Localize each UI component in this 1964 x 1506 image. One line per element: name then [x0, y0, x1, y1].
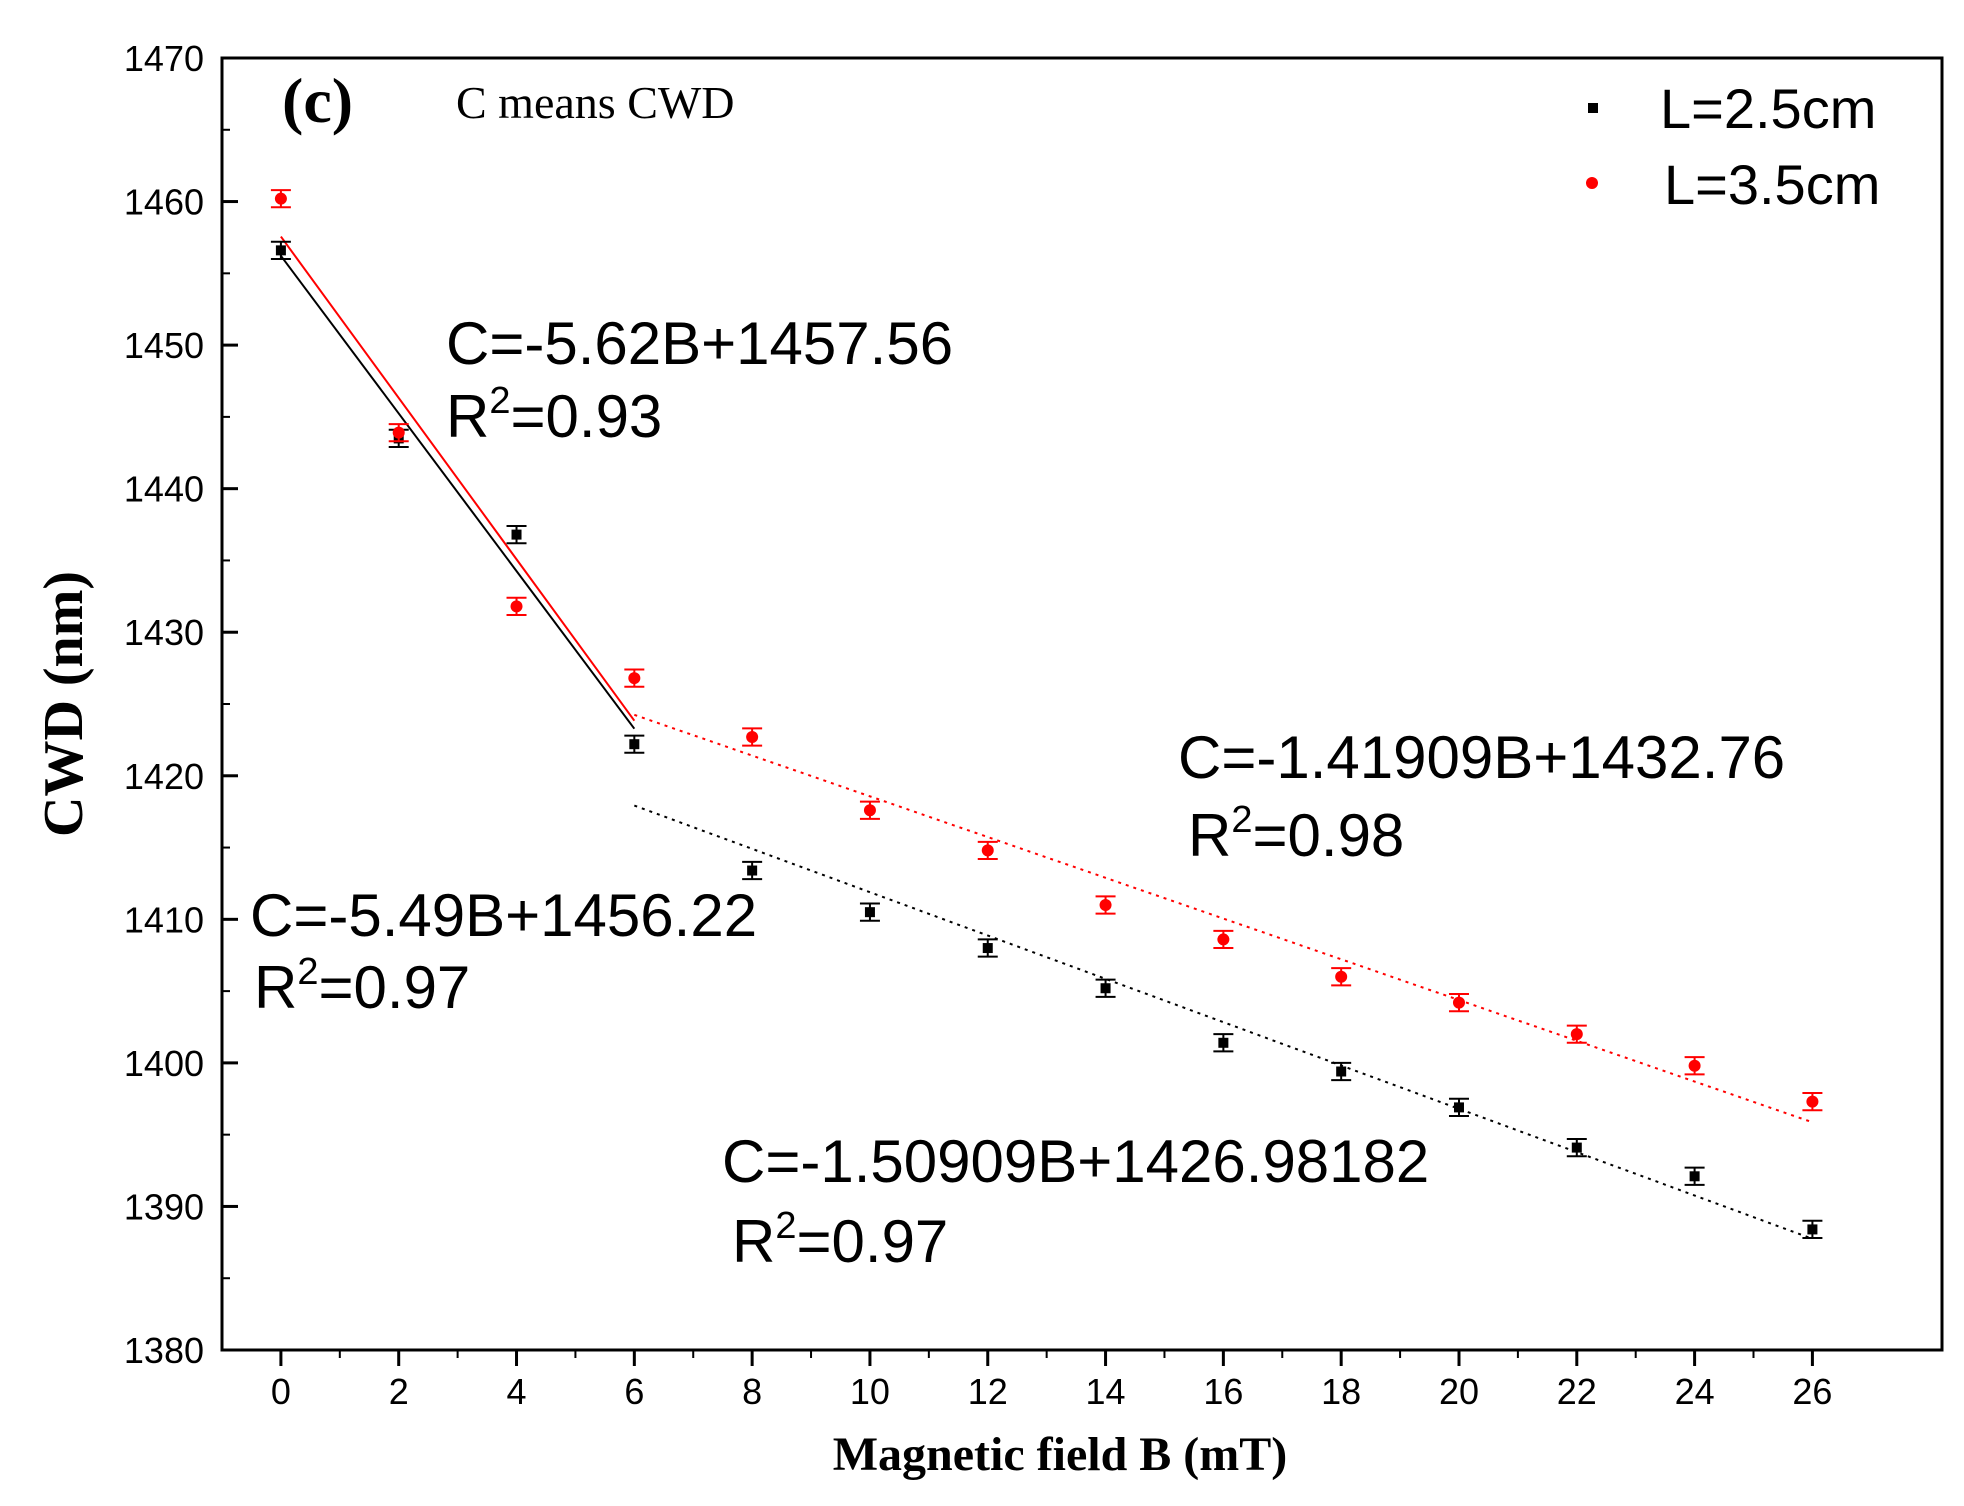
legend-marker-l35 [1586, 177, 1598, 189]
x-tick-label: 10 [850, 1371, 890, 1412]
x-tick-label: 12 [968, 1371, 1008, 1412]
x-tick-label: 22 [1557, 1371, 1597, 1412]
x-tick-label: 6 [624, 1371, 644, 1412]
x-tick-label: 18 [1321, 1371, 1361, 1412]
fit-r2: R2=0.97 [732, 1205, 948, 1275]
data-point [1453, 1102, 1464, 1113]
y-tick-label: 1400 [124, 1043, 204, 1084]
x-tick-label: 8 [742, 1371, 762, 1412]
data-point [1688, 1059, 1701, 1072]
x-tick-label: 26 [1792, 1371, 1832, 1412]
fit-equation: C=-5.49B+1456.22 [250, 882, 757, 949]
data-point [510, 600, 523, 613]
data-point [1571, 1142, 1582, 1153]
data-point [981, 844, 994, 857]
data-point [1807, 1224, 1818, 1235]
y-tick-label: 1420 [124, 756, 204, 797]
fit-r2: R2=0.98 [1188, 799, 1404, 869]
data-point [982, 943, 993, 954]
data-point [1217, 933, 1230, 946]
legend: L=2.5cm L=3.5cm [1586, 77, 1880, 216]
data-point [511, 529, 522, 540]
data-point [1336, 1066, 1347, 1077]
data-point [1218, 1037, 1229, 1048]
fit-annotation-l25-second: C=-1.50909B+1426.98182 R2=0.97 [722, 1128, 1429, 1275]
data-point [629, 739, 640, 750]
legend-label-l35: L=3.5cm [1664, 153, 1880, 216]
data-point [1099, 898, 1112, 911]
data-point [1452, 996, 1465, 1009]
data-point [1100, 983, 1111, 994]
fit-r2: R2=0.93 [446, 380, 662, 450]
y-tick-label: 1450 [124, 325, 204, 366]
fit-equation: C=-5.62B+1457.56 [446, 310, 953, 377]
x-tick-label: 2 [389, 1371, 409, 1412]
data-point [275, 245, 286, 256]
fit-line [280, 235, 636, 722]
data-point [392, 426, 405, 439]
y-tick-label: 1440 [124, 469, 204, 510]
data-point [1335, 970, 1348, 983]
data-point [864, 907, 875, 918]
data-point [274, 192, 287, 205]
y-axis-title: CWD (nm) [33, 571, 95, 837]
panel-label: (c) [282, 65, 353, 136]
note-text: C means CWD [456, 77, 735, 128]
fit-annotation-l35-first: C=-5.62B+1457.56 R2=0.93 [446, 310, 953, 450]
fit-annotation-l25-first: C=-5.49B+1456.22 R2=0.97 [250, 882, 757, 1021]
data-point [1689, 1171, 1700, 1182]
data-point [747, 865, 758, 876]
fit-line [280, 255, 636, 730]
data-point [1806, 1095, 1819, 1108]
data-point [746, 731, 759, 744]
fit-equation: C=-1.50909B+1426.98182 [722, 1128, 1429, 1195]
y-tick-label: 1460 [124, 182, 204, 223]
y-tick-label: 1390 [124, 1186, 204, 1227]
x-tick-label: 0 [271, 1371, 291, 1412]
x-tick-label: 4 [507, 1371, 527, 1412]
fit-line [633, 804, 1813, 1240]
legend-label-l25: L=2.5cm [1660, 77, 1876, 140]
fit-equation: C=-1.41909B+1432.76 [1178, 724, 1785, 791]
data-point [628, 672, 641, 685]
data-point [863, 804, 876, 817]
fit-r2: R2=0.97 [254, 951, 470, 1021]
x-tick-label: 16 [1203, 1371, 1243, 1412]
fit-annotation-l35-second: C=-1.41909B+1432.76 R2=0.98 [1178, 724, 1785, 869]
x-tick-label: 20 [1439, 1371, 1479, 1412]
data-point [1570, 1028, 1583, 1041]
y-tick-label: 1410 [124, 899, 204, 940]
y-tick-label: 1380 [124, 1330, 204, 1371]
x-tick-label: 24 [1675, 1371, 1715, 1412]
legend-marker-l25 [1588, 103, 1598, 113]
x-axis-title: Magnetic field B (mT) [833, 1428, 1288, 1481]
x-tick-label: 14 [1086, 1371, 1126, 1412]
y-tick-label: 1470 [124, 38, 204, 79]
y-tick-label: 1430 [124, 612, 204, 653]
